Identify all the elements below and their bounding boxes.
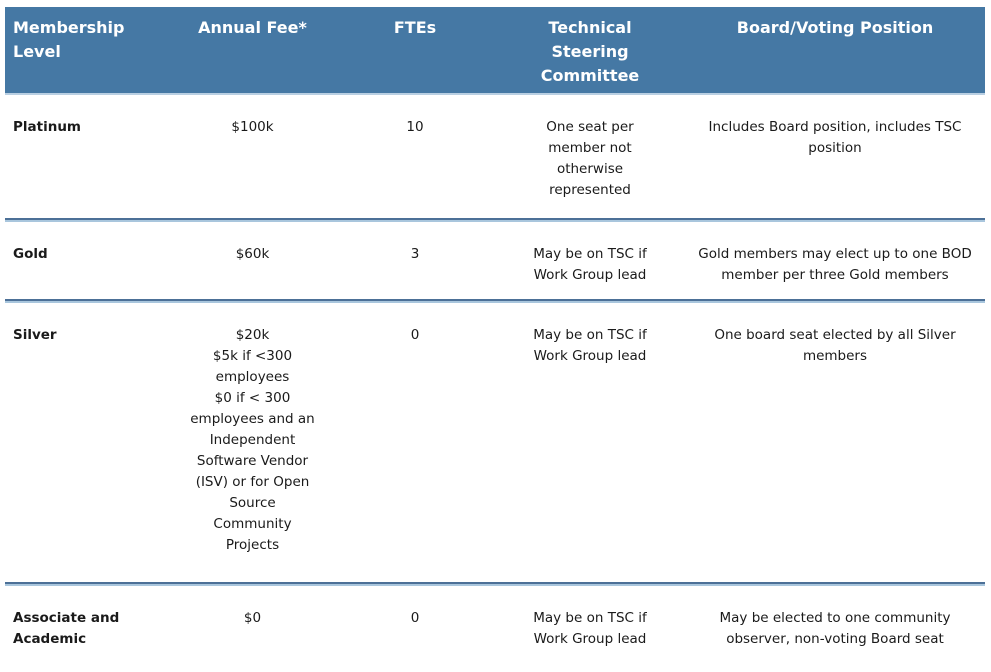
table-row-silver: Silver $20k $5k if <300 employees $0 if …: [5, 303, 985, 582]
cell-level: Silver: [13, 327, 57, 343]
header-ftes: FTEs: [393, 18, 437, 37]
cell-ftes: 3: [410, 246, 420, 262]
table-header-row: Membership Level Annual Fee* FTEs Techni…: [5, 7, 985, 95]
cell-board: One board seat elected by all Silver mem…: [714, 327, 956, 364]
cell-board: Gold members may elect up to one BOD mem…: [698, 246, 972, 283]
header-membership-level: Membership Level: [13, 18, 125, 61]
table-row-associate-academic: Associate and Academic $0 0 May be on TS…: [5, 586, 985, 670]
cell-level: Associate and Academic: [13, 610, 120, 647]
cell-tsc: May be on TSC if Work Group lead: [533, 610, 647, 647]
table-row-gold: Gold $60k 3 May be on TSC if Work Group …: [5, 222, 985, 299]
header-technical-steering-committee: Technical Steering Committee: [540, 18, 640, 85]
cell-ftes: 10: [406, 119, 424, 135]
cell-ftes: 0: [410, 327, 420, 343]
cell-tsc: One seat per member not otherwise repres…: [546, 119, 634, 198]
cell-ftes: 0: [410, 610, 420, 626]
row-divider: [5, 299, 985, 303]
cell-annual-fee: $20k $5k if <300 employees $0 if < 300 e…: [190, 327, 315, 553]
membership-table: Membership Level Annual Fee* FTEs Techni…: [5, 7, 985, 670]
cell-tsc: May be on TSC if Work Group lead: [533, 327, 647, 364]
cell-level: Gold: [13, 246, 48, 262]
cell-board: May be elected to one community observer…: [719, 610, 951, 647]
header-annual-fee: Annual Fee*: [198, 18, 307, 37]
table-row-platinum: Platinum $100k 10 One seat per member no…: [5, 95, 985, 218]
cell-board: Includes Board position, includes TSC po…: [708, 119, 962, 156]
row-divider: [5, 218, 985, 222]
cell-annual-fee: $0: [243, 610, 262, 626]
cell-level: Platinum: [13, 119, 82, 135]
cell-annual-fee: $60k: [235, 246, 270, 262]
cell-tsc: May be on TSC if Work Group lead: [533, 246, 647, 283]
header-board-voting-position: Board/Voting Position: [736, 18, 934, 37]
row-divider: [5, 582, 985, 586]
cell-annual-fee: $100k: [231, 119, 274, 135]
